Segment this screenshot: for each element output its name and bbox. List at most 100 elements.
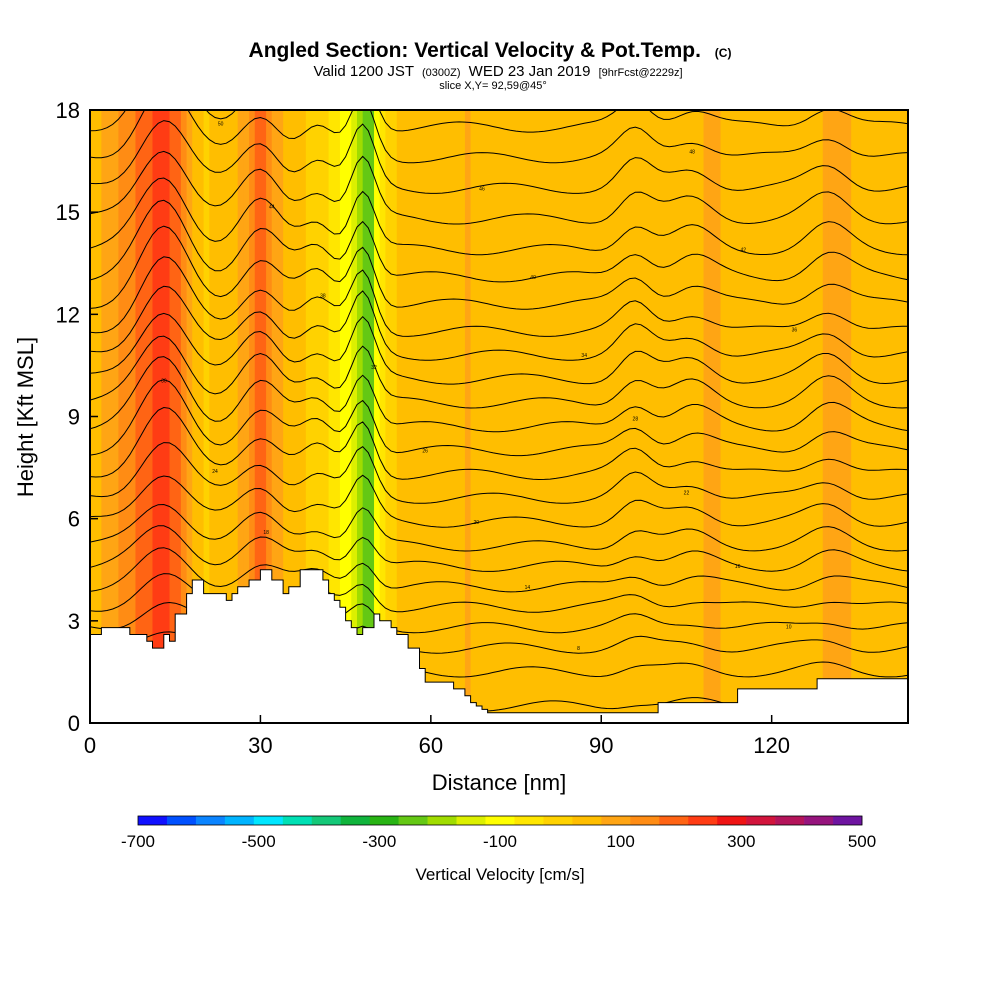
velocity-cell: [567, 110, 574, 723]
isentrope-line: [90, 356, 908, 433]
colorbar-swatch: [688, 816, 718, 825]
colorbar-swatch: [369, 816, 399, 825]
colorbar-swatch: [775, 816, 805, 825]
velocity-cell: [112, 110, 120, 723]
isentrope-line: [90, 335, 908, 409]
velocity-cell: [379, 110, 386, 723]
colorbar-swatch: [746, 816, 776, 825]
isentrope-line: [90, 225, 908, 310]
velocity-cell: [879, 110, 886, 723]
velocity-cell: [226, 110, 233, 723]
velocity-cell: [561, 110, 568, 723]
velocity-cell: [890, 110, 898, 723]
colorbar-swatch: [543, 816, 573, 825]
velocity-cell: [641, 110, 648, 723]
isentrope-label: 28: [633, 416, 639, 422]
velocity-cell: [550, 110, 557, 723]
velocity-cell: [822, 110, 830, 723]
velocity-cell: [720, 110, 727, 723]
colorbar-swatch: [253, 816, 284, 825]
velocity-cell: [544, 110, 551, 723]
colorbar-swatch: [833, 816, 863, 825]
velocity-cell: [845, 110, 852, 723]
velocity-cell: [402, 110, 409, 723]
velocity-cell: [152, 110, 159, 723]
y-tick-label: 12: [56, 302, 80, 327]
colorbar-swatch: [427, 816, 457, 825]
colorbar-swatch: [456, 816, 486, 825]
colorbar-frame: [137, 815, 863, 826]
velocity-cell: [254, 110, 262, 723]
velocity-cell: [351, 110, 358, 723]
velocity-cell: [885, 110, 892, 723]
velocity-cell: [856, 110, 864, 723]
velocity-cell: [504, 110, 511, 723]
y-tick-label: 9: [68, 405, 80, 430]
velocity-cell: [95, 110, 102, 723]
velocity-cell: [572, 110, 580, 723]
isentrope-line: [90, 110, 908, 164]
isentrope-line: [90, 406, 908, 481]
colorbar-label: Vertical Velocity [cm/s]: [415, 865, 584, 884]
y-tick-label: 3: [68, 609, 80, 634]
velocity-cell: [521, 110, 529, 723]
colorbar-swatch: [282, 816, 313, 825]
chart-subtitle: Valid 1200 JST (0300Z) WED 23 Jan 2019 […: [313, 63, 682, 80]
velocity-cell: [726, 110, 733, 723]
colorbar-tick-label: -300: [362, 832, 396, 851]
slice-label: slice X,Y= 92,59@45°: [439, 80, 547, 92]
isentrope-line: [90, 285, 908, 361]
velocity-cell: [129, 110, 137, 723]
velocity-cell: [356, 110, 364, 723]
isentrope-label: 8: [577, 646, 580, 652]
velocity-cell: [192, 110, 199, 723]
velocity-cell: [300, 110, 307, 723]
velocity-cell: [675, 110, 682, 723]
velocity-cell: [209, 110, 216, 723]
velocity-cell: [277, 110, 284, 723]
velocity-cell: [328, 110, 335, 723]
isentrope-line: [90, 379, 908, 457]
colorbar-swatch: [166, 816, 197, 825]
velocity-cell: [317, 110, 324, 723]
velocity-cell: [510, 110, 517, 723]
isentrope-label: 14: [525, 585, 531, 591]
velocity-cell: [783, 110, 790, 723]
y-tick-label: 18: [56, 98, 80, 123]
plot-area: 4681012141618202224262830323436384042444…: [90, 110, 908, 723]
velocity-cell: [629, 110, 636, 723]
velocity-cell: [283, 110, 290, 723]
velocity-cell: [533, 110, 540, 723]
velocity-cell: [385, 110, 392, 723]
velocity-cell: [800, 110, 807, 723]
velocity-cell: [743, 110, 750, 723]
velocity-cell: [237, 110, 244, 723]
velocity-cell: [464, 110, 472, 723]
velocity-cell: [220, 110, 227, 723]
velocity-cell: [419, 110, 426, 723]
velocity-cell: [765, 110, 773, 723]
velocity-cell: [101, 110, 108, 723]
velocity-cell: [288, 110, 296, 723]
velocity-cell: [334, 110, 341, 723]
colorbar-swatch: [601, 816, 631, 825]
colorbar-swatch: [398, 816, 428, 825]
velocity-cell: [294, 110, 301, 723]
colorbar: -700 -500 -300 -100 100 300 500: [121, 815, 876, 851]
velocity-cell: [169, 110, 176, 723]
velocity-cell: [430, 110, 438, 723]
velocity-cell: [470, 110, 477, 723]
velocity-cell: [436, 110, 443, 723]
velocity-cell: [714, 110, 722, 723]
velocity-cell: [107, 110, 114, 723]
isentrope-line: [90, 503, 908, 552]
velocity-cell: [368, 110, 375, 723]
chart-title-units: (C): [715, 46, 732, 60]
velocity-cell: [760, 110, 767, 723]
isentrope-label: 22: [684, 490, 690, 496]
potential-temperature-contours: 4681012141618202224262830323436384042444…: [90, 110, 908, 712]
chart-title: Angled Section: Vertical Velocity & Pot.…: [249, 39, 732, 62]
velocity-cell: [873, 110, 881, 723]
isentrope-line: [90, 474, 908, 528]
